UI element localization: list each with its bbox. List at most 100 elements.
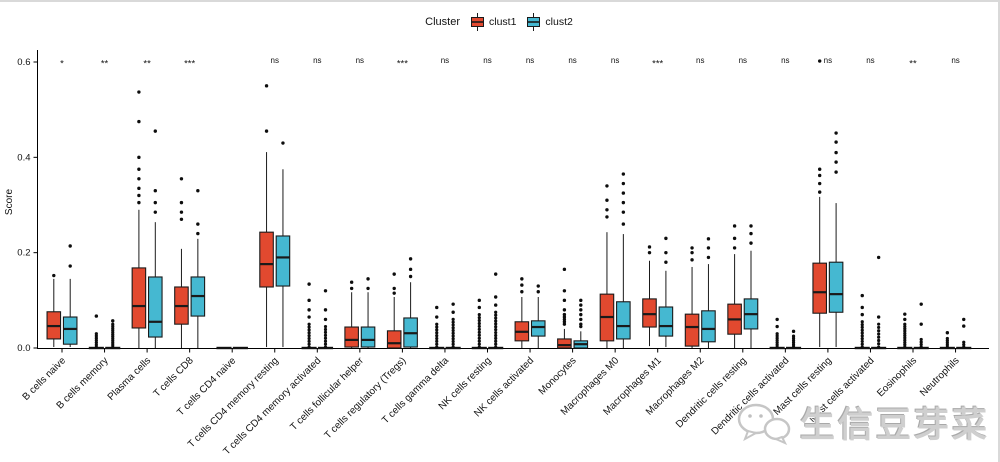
outlier-point — [962, 343, 966, 347]
outlier-point — [323, 327, 328, 332]
outlier-point — [877, 322, 881, 326]
outlier-point — [903, 345, 907, 349]
significance-label: ns — [356, 56, 364, 65]
outlier-point — [605, 198, 609, 202]
outlier-point — [196, 222, 200, 226]
outlier-point — [494, 342, 498, 346]
outlier-point — [919, 342, 923, 347]
outlier-point — [477, 333, 481, 337]
outlier-point — [137, 177, 141, 181]
outlier-point — [307, 282, 311, 286]
outlier-point — [749, 241, 753, 245]
outlier-point — [264, 129, 269, 133]
outlier-point — [621, 181, 626, 186]
outlier-point — [834, 140, 838, 144]
x-tick-label: Dendritic cells activated — [709, 355, 791, 437]
boxplot-key-icon — [527, 13, 541, 31]
outlier-point — [903, 329, 907, 333]
outlier-point — [562, 298, 567, 303]
significance-label: *** — [184, 59, 195, 70]
significance-label: ns — [441, 56, 449, 65]
outlier-point — [791, 345, 796, 349]
outlier-point — [962, 340, 966, 344]
outlier-point — [903, 334, 907, 338]
outlier-point — [834, 150, 838, 155]
outlier-point — [494, 310, 498, 314]
outlier-point — [179, 210, 184, 214]
outlier-point — [860, 339, 864, 344]
outlier-point — [94, 334, 98, 338]
outlier-point — [903, 338, 907, 342]
x-tick-label: T cells CD8 — [152, 355, 197, 400]
outlier-point — [860, 334, 864, 338]
outlier-point — [94, 340, 98, 345]
outlier-point — [323, 330, 328, 335]
outlier-point — [706, 255, 711, 260]
outlier-point — [451, 339, 455, 344]
outlier-point — [494, 339, 498, 343]
significance-label: *** — [652, 59, 663, 70]
outlier-point — [323, 339, 328, 343]
outlier-point — [903, 340, 907, 345]
outlier-point — [834, 131, 838, 135]
legend-item-clust2: clust2 — [526, 13, 573, 31]
outlier-point — [307, 315, 311, 319]
outlier-point — [435, 336, 439, 341]
outlier-point — [435, 342, 439, 346]
outlier-point — [919, 302, 923, 306]
boxplot-group: Monocytes ns — [537, 56, 589, 397]
outlier-point — [877, 338, 881, 343]
outlier-point — [477, 345, 481, 349]
outlier-point — [435, 305, 439, 310]
outlier-point — [477, 321, 481, 326]
outlier-point — [477, 315, 481, 320]
outlier-point — [494, 345, 498, 349]
outlier-point — [323, 342, 328, 346]
significance-label: ns — [781, 56, 789, 65]
outlier-point — [477, 318, 481, 323]
outlier-point — [664, 236, 668, 241]
significance-label: ns — [568, 56, 576, 65]
outlier-point — [775, 332, 779, 336]
legend: Cluster clust1 clust2 — [0, 10, 998, 34]
outlier-point — [494, 319, 498, 323]
outlier-point — [494, 313, 498, 317]
outlier-point — [919, 345, 923, 349]
y-axis-title: Score — [4, 189, 15, 216]
outlier-point — [605, 215, 609, 219]
outlier-point — [732, 224, 737, 228]
outlier-point — [323, 345, 328, 349]
outlier-point — [451, 328, 455, 333]
outlier-point — [179, 200, 184, 205]
outlier-point — [605, 184, 609, 188]
outlier-point — [494, 328, 498, 332]
outlier-point — [903, 331, 907, 335]
outlier-point — [477, 327, 481, 331]
outlier-point — [323, 336, 328, 340]
legend-label-clust1: clust1 — [488, 16, 517, 28]
outlier-point — [818, 59, 822, 63]
outlier-point — [647, 250, 652, 255]
significance-label: ** — [909, 59, 917, 70]
outlier-point — [408, 267, 413, 272]
outlier-point — [94, 336, 98, 340]
outlier-point — [435, 325, 439, 329]
significance-label: ** — [143, 59, 151, 70]
outlier-point — [153, 189, 157, 193]
outlier-point — [562, 267, 567, 272]
outlier-point — [621, 222, 626, 226]
outlier-point — [477, 342, 481, 346]
boxplot-group: Plasma cells ** — [106, 59, 163, 403]
outlier-point — [877, 325, 881, 330]
outlier-point — [605, 208, 609, 212]
outlier-point — [877, 329, 881, 333]
outlier-point — [349, 280, 354, 284]
outlier-point — [196, 231, 200, 236]
outlier-point — [562, 312, 567, 317]
outlier-point — [775, 336, 779, 340]
outlier-point — [690, 246, 694, 250]
outlier-point — [775, 317, 779, 322]
significance-label: ** — [101, 59, 109, 70]
outlier-point — [494, 333, 498, 338]
significance-label: ns — [866, 56, 874, 65]
